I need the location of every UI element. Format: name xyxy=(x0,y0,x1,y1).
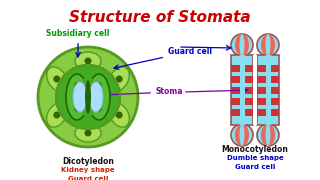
Circle shape xyxy=(84,57,92,64)
FancyBboxPatch shape xyxy=(231,109,253,116)
Circle shape xyxy=(53,111,60,118)
Ellipse shape xyxy=(75,124,101,142)
Ellipse shape xyxy=(88,74,110,120)
Circle shape xyxy=(116,111,123,118)
Circle shape xyxy=(97,94,101,100)
Circle shape xyxy=(75,82,79,87)
Ellipse shape xyxy=(257,34,279,56)
Circle shape xyxy=(97,82,101,87)
Ellipse shape xyxy=(239,34,244,56)
Ellipse shape xyxy=(47,67,67,91)
Text: Guard cell: Guard cell xyxy=(114,47,212,69)
FancyBboxPatch shape xyxy=(257,87,279,93)
Text: Stoma: Stoma xyxy=(106,87,183,97)
Ellipse shape xyxy=(235,124,249,146)
Ellipse shape xyxy=(80,76,96,118)
Circle shape xyxy=(53,75,60,82)
Text: Kidney shape: Kidney shape xyxy=(61,167,115,173)
Ellipse shape xyxy=(231,34,253,56)
Ellipse shape xyxy=(266,124,270,146)
Ellipse shape xyxy=(80,76,96,118)
Ellipse shape xyxy=(56,65,120,129)
Circle shape xyxy=(75,94,79,100)
Ellipse shape xyxy=(266,34,270,56)
FancyBboxPatch shape xyxy=(231,98,253,105)
FancyBboxPatch shape xyxy=(257,55,279,125)
Ellipse shape xyxy=(261,34,275,56)
Text: Dicotyledon: Dicotyledon xyxy=(62,157,114,166)
Ellipse shape xyxy=(66,74,88,120)
FancyBboxPatch shape xyxy=(257,98,279,105)
Text: Subsidiary cell: Subsidiary cell xyxy=(46,29,110,57)
FancyBboxPatch shape xyxy=(231,75,253,82)
FancyBboxPatch shape xyxy=(231,87,253,93)
FancyBboxPatch shape xyxy=(257,109,279,116)
Ellipse shape xyxy=(89,82,103,112)
Ellipse shape xyxy=(257,124,279,146)
Ellipse shape xyxy=(231,124,253,146)
Text: Monocotyledon: Monocotyledon xyxy=(221,145,288,154)
FancyBboxPatch shape xyxy=(239,55,244,125)
Circle shape xyxy=(97,107,101,111)
Ellipse shape xyxy=(75,52,101,70)
Ellipse shape xyxy=(235,34,249,56)
Text: Guard cell: Guard cell xyxy=(235,164,275,170)
FancyBboxPatch shape xyxy=(257,75,279,82)
FancyBboxPatch shape xyxy=(253,55,257,125)
Circle shape xyxy=(75,107,79,111)
Circle shape xyxy=(116,75,123,82)
FancyBboxPatch shape xyxy=(257,64,279,71)
FancyBboxPatch shape xyxy=(231,64,253,71)
Ellipse shape xyxy=(73,82,87,112)
Ellipse shape xyxy=(261,124,275,146)
Ellipse shape xyxy=(38,47,138,147)
Ellipse shape xyxy=(85,80,91,114)
Circle shape xyxy=(84,129,92,136)
Ellipse shape xyxy=(109,103,129,127)
FancyBboxPatch shape xyxy=(266,55,270,125)
Ellipse shape xyxy=(239,124,244,146)
Text: Structure of Stomata: Structure of Stomata xyxy=(69,10,251,25)
Ellipse shape xyxy=(47,103,67,127)
Text: Dumble shape: Dumble shape xyxy=(227,155,284,161)
Ellipse shape xyxy=(109,67,129,91)
Text: Guard cell: Guard cell xyxy=(68,176,108,180)
FancyBboxPatch shape xyxy=(231,55,253,125)
